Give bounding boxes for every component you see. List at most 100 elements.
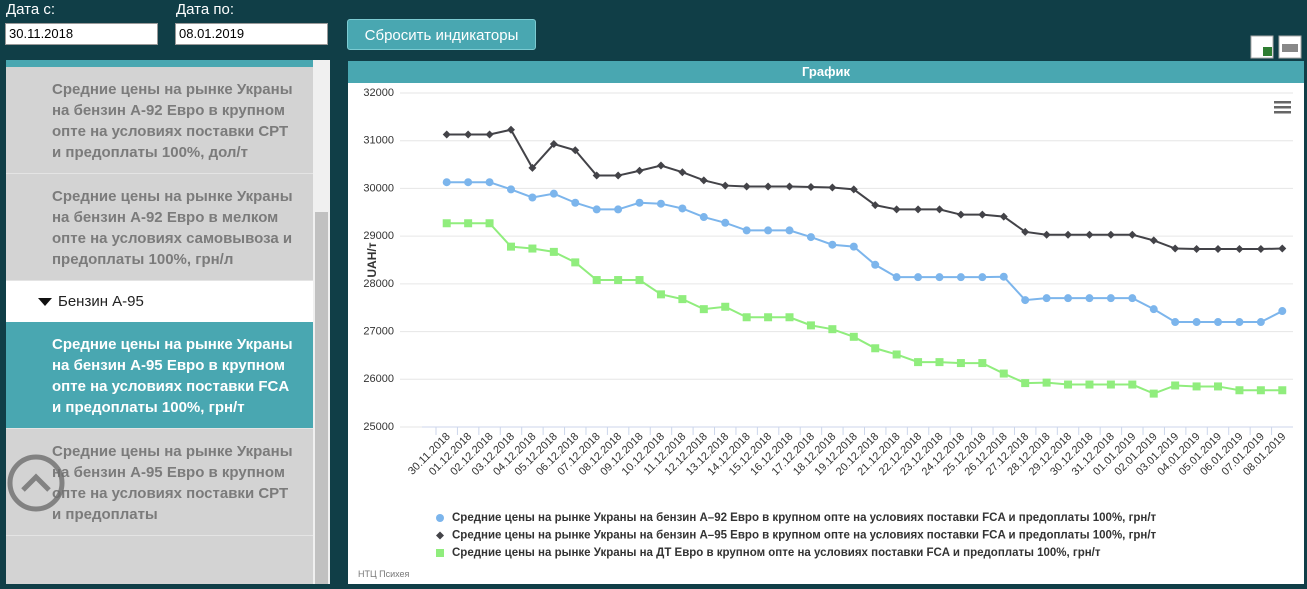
date-from-input[interactable]: 30.11.2018 <box>5 23 158 45</box>
point <box>528 163 537 172</box>
y-tick-label: 30000 <box>363 182 394 194</box>
point <box>528 193 537 202</box>
point <box>1214 382 1223 391</box>
menu-line <box>1274 111 1291 114</box>
point <box>1021 296 1030 305</box>
point <box>914 205 923 214</box>
date-to-label: Дата по: <box>176 1 235 18</box>
indicator-item[interactable]: Средние цены на рынке Украны на бензин А… <box>6 174 313 281</box>
point <box>464 178 473 187</box>
point <box>999 369 1008 378</box>
point <box>956 273 965 282</box>
point <box>1085 380 1094 389</box>
point <box>1085 230 1094 239</box>
point <box>806 182 815 191</box>
point <box>485 130 494 139</box>
point <box>506 125 515 134</box>
reset-button[interactable]: Сбросить индикаторы <box>347 19 536 50</box>
point <box>1171 318 1180 327</box>
point <box>871 344 880 353</box>
point <box>849 332 858 341</box>
point <box>1128 380 1137 389</box>
point <box>699 176 708 185</box>
indicator-item[interactable]: Средние цены на рынке Украны на бензин А… <box>6 67 313 174</box>
point <box>1106 294 1115 303</box>
export-icons <box>1250 35 1302 59</box>
point <box>571 258 580 267</box>
date-to-input[interactable]: 08.01.2019 <box>175 23 328 45</box>
point <box>1214 318 1223 327</box>
point <box>828 240 837 249</box>
menu-line <box>1274 101 1291 104</box>
point <box>592 276 601 285</box>
point <box>1042 378 1051 387</box>
point <box>656 161 665 170</box>
point <box>1235 386 1244 395</box>
point <box>742 226 751 235</box>
legend-label: Средние цены на рынке Украны на ДТ Евро … <box>452 547 1101 559</box>
point <box>849 185 858 194</box>
indicator-item-selected[interactable]: Средние цены на рынке Украны на бензин А… <box>6 322 313 429</box>
legend-marker <box>436 514 444 522</box>
point <box>1171 381 1180 390</box>
point <box>699 305 708 314</box>
point <box>678 204 687 213</box>
point <box>442 130 451 139</box>
point <box>806 321 815 330</box>
scroll-up-button[interactable] <box>6 450 70 514</box>
point <box>978 359 987 368</box>
point <box>1149 305 1158 314</box>
point <box>485 219 494 228</box>
point <box>849 242 858 251</box>
point <box>464 219 473 228</box>
point <box>785 313 794 322</box>
point <box>1192 318 1201 327</box>
indicator-item[interactable]: Средние цены на рынке Украны на бензин А… <box>6 429 313 536</box>
point <box>1149 236 1158 245</box>
legend-label: Средние цены на рынке Украны на бензин А… <box>452 530 1157 542</box>
chart: UAH/т НТЦ Психея 25000 26000 27000 28000 290… <box>358 87 1293 579</box>
point <box>1149 389 1158 398</box>
point <box>1106 380 1115 389</box>
menu-icon[interactable] <box>1274 101 1291 114</box>
point <box>892 205 901 214</box>
point <box>549 247 558 256</box>
scroll-thumb[interactable] <box>315 212 328 584</box>
point <box>1235 245 1244 254</box>
point <box>956 210 965 219</box>
point <box>1278 307 1287 316</box>
point <box>678 168 687 177</box>
point <box>806 233 815 242</box>
point <box>635 276 644 285</box>
point <box>935 205 944 214</box>
point <box>1192 382 1201 391</box>
point <box>721 302 730 311</box>
point <box>999 272 1008 281</box>
series-line <box>446 181 1283 324</box>
point <box>721 181 730 190</box>
series-line <box>446 128 1283 251</box>
point <box>699 213 708 222</box>
point <box>935 273 944 282</box>
y-tick-label: 25000 <box>363 421 394 433</box>
point <box>1235 318 1244 327</box>
y-tick-label: 27000 <box>363 325 394 337</box>
point <box>635 166 644 175</box>
menu-line <box>1274 106 1291 109</box>
y-tick-label: 26000 <box>363 373 394 385</box>
indicator-group[interactable]: Бензин А-95 <box>6 281 313 322</box>
point <box>978 273 987 282</box>
point <box>742 313 751 322</box>
scroll-up-ring <box>7 454 65 512</box>
point <box>528 244 537 253</box>
point <box>571 198 580 207</box>
legend-label: Средние цены на рынке Украны на бензин А… <box>452 512 1157 524</box>
point <box>1042 294 1051 303</box>
point <box>1256 386 1265 395</box>
point <box>549 140 558 149</box>
point <box>614 205 623 214</box>
point <box>892 350 901 359</box>
point <box>442 178 451 187</box>
point <box>871 201 880 210</box>
